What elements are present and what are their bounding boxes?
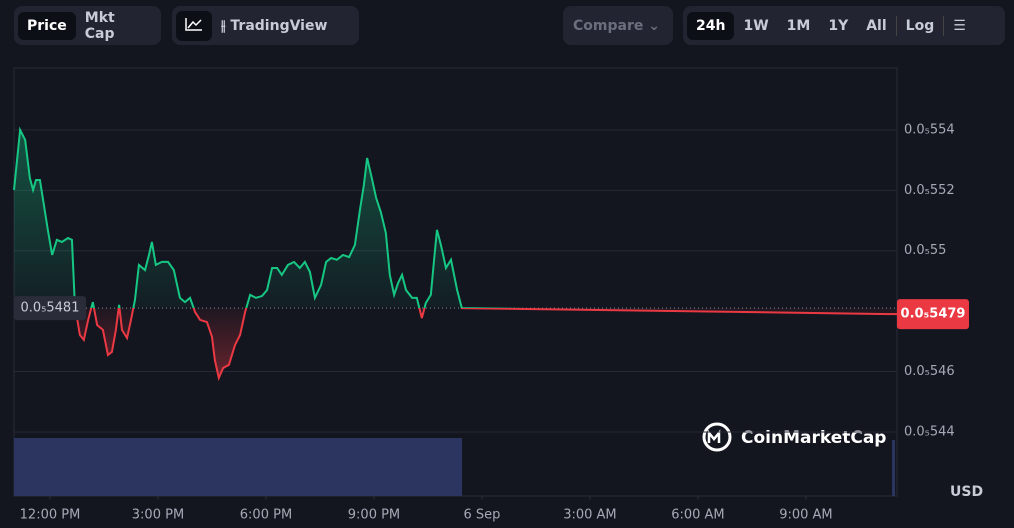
range[interactable]: All [866,17,887,34]
x-tick-label: 3:00 PM [132,508,184,523]
range[interactable]: 1M [786,17,811,34]
y-tick-label: 0.0₅55 [904,243,946,258]
chart-tools: ⫲ TradingView [172,6,359,45]
y-tick-label: 0.0₅544 [904,424,955,439]
tab[interactable]: Mkt Cap [84,9,115,42]
x-tick-label: 6:00 AM [671,508,724,523]
price-area [14,129,897,378]
watermark-text: CoinMarketCap [741,428,886,448]
x-tick-label: 3:00 AM [563,508,616,523]
settings[interactable]: ☰ [953,17,966,34]
x-tick-label: 9:00 AM [779,508,832,523]
line-tool[interactable] [176,10,212,41]
divider [943,15,945,36]
reference-label-box [14,296,86,321]
view-tabs: Price Mkt Cap [14,6,161,45]
range[interactable]: 24h [687,11,735,40]
y-tick-label: 0.0₅554 [904,122,955,137]
range[interactable]: 1Y [828,17,849,34]
tool[interactable]: ⫲ TradingView [221,17,328,34]
y-tick-label: 0.0₅546 [904,364,955,379]
x-tick-label: 6:00 PM [240,508,292,523]
last-price-box [897,299,969,330]
y-tick-label: 0.0₅552 [904,183,955,198]
price-line [13,126,898,382]
plot-frame [13,67,898,497]
range[interactable]: 1W [743,17,769,34]
compare-label: Compare [573,17,644,34]
tool-label: TradingView [230,17,328,34]
log-toggle[interactable]: Log [905,17,935,34]
compare[interactable]: Compare ⌄ [563,6,673,45]
line-icon [185,17,202,31]
tab[interactable]: Price [18,11,76,40]
watermark: CoinMarketCap [702,422,886,452]
ranges: 24h 1W 1M 1Y All Log ☰ [683,6,1005,45]
x-tick-label: 12:00 PM [20,508,81,523]
x-tick-label: 9:00 PM [348,508,400,523]
reference-label: 0.0₅5481 [21,301,80,316]
volume [14,438,895,496]
currency: USD [950,484,983,500]
x-tick-label: 6 Sep [464,508,501,523]
divider [895,15,897,36]
last-price-label: 0.0₅5479 [901,307,966,322]
